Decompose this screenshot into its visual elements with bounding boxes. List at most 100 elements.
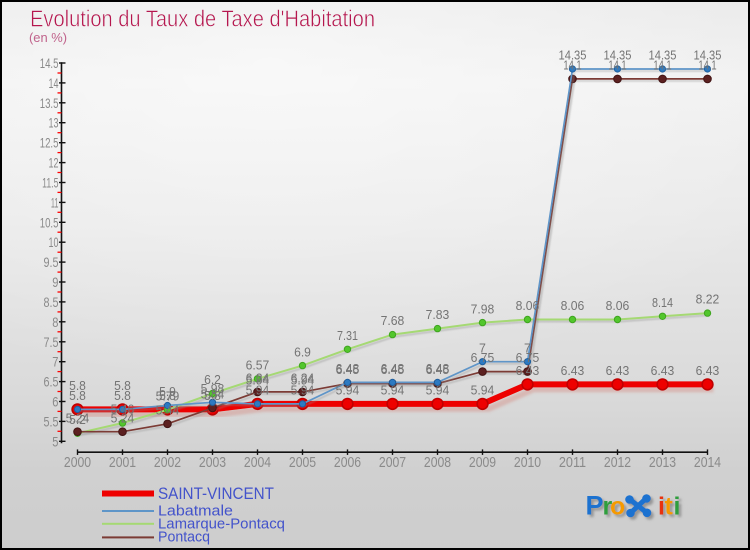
svg-text:14.35: 14.35 [694,48,722,63]
svg-text:5.2: 5.2 [69,412,86,427]
svg-text:5: 5 [52,433,58,449]
svg-text:(en %): (en %) [29,31,67,45]
svg-text:Lamarque-Pontacq: Lamarque-Pontacq [158,516,285,533]
svg-text:9.5: 9.5 [44,254,59,270]
svg-text:6.48: 6.48 [426,361,450,376]
svg-text:14.5: 14.5 [40,55,59,71]
svg-text:2012: 2012 [604,455,631,471]
svg-text:2006: 2006 [334,455,361,471]
svg-text:5.79: 5.79 [156,389,180,404]
svg-text:7.83: 7.83 [426,307,450,322]
svg-text:5.8: 5.8 [69,388,86,403]
svg-text:2009: 2009 [469,455,496,471]
svg-text:5.98: 5.98 [201,381,225,396]
svg-text:6.2: 6.2 [204,372,221,387]
svg-text:14.1: 14.1 [563,58,581,73]
svg-text:2011: 2011 [559,455,586,471]
svg-text:8.22: 8.22 [696,292,720,307]
svg-text:t: t [665,492,674,520]
svg-text:i: i [658,492,665,520]
svg-text:P: P [586,490,604,520]
svg-text:6.43: 6.43 [561,363,585,378]
svg-text:5.9: 5.9 [159,384,176,399]
svg-text:2014: 2014 [694,455,721,471]
svg-text:2000: 2000 [64,455,91,471]
svg-text:6.45: 6.45 [381,362,405,377]
svg-text:r: r [603,492,613,520]
svg-text:2005: 2005 [289,455,316,471]
svg-text:5.5: 5.5 [44,413,59,429]
svg-text:5.94: 5.94 [381,383,405,398]
svg-text:5.94: 5.94 [246,383,270,398]
svg-text:6.45: 6.45 [336,362,360,377]
svg-text:14.35: 14.35 [604,48,632,63]
svg-text:12.5: 12.5 [40,135,59,151]
svg-text:5.24: 5.24 [111,410,135,425]
svg-text:14.35: 14.35 [559,48,587,63]
svg-text:14.1: 14.1 [653,58,671,73]
svg-text:6.43: 6.43 [696,363,720,378]
svg-text:8.06: 8.06 [606,298,630,313]
svg-text:5.94: 5.94 [291,383,315,398]
svg-text:6.24: 6.24 [246,371,270,386]
svg-text:6: 6 [52,394,58,410]
svg-text:14.1: 14.1 [698,58,716,73]
svg-text:5.8: 5.8 [114,378,131,393]
svg-text:6.75: 6.75 [516,350,540,365]
svg-text:5.94: 5.94 [246,373,270,388]
svg-text:9: 9 [52,274,58,290]
svg-text:8: 8 [52,314,58,330]
svg-text:o: o [610,492,625,520]
svg-text:8.14: 8.14 [652,295,673,310]
svg-text:6.48: 6.48 [381,361,405,376]
svg-text:11.5: 11.5 [42,175,59,191]
svg-text:5.8: 5.8 [159,388,176,403]
svg-text:6.45: 6.45 [426,362,450,377]
svg-text:8.5: 8.5 [44,294,59,310]
svg-text:12: 12 [49,155,59,171]
svg-text:5.44: 5.44 [156,402,180,417]
svg-text:8.06: 8.06 [561,298,585,313]
svg-text:13.5: 13.5 [40,95,59,111]
svg-text:i: i [674,492,681,520]
svg-text:2001: 2001 [109,455,136,471]
svg-text:5.8: 5.8 [204,388,221,403]
svg-text:7: 7 [52,354,58,370]
svg-text:5.84: 5.84 [201,387,225,402]
svg-text:SAINT-VINCENT: SAINT-VINCENT [158,484,274,503]
svg-text:2002: 2002 [154,455,181,471]
svg-text:10.5: 10.5 [40,214,59,230]
svg-text:8.06: 8.06 [516,298,540,313]
svg-text:6.5: 6.5 [44,374,59,390]
svg-text:10: 10 [49,234,59,250]
svg-text:2008: 2008 [424,455,451,471]
svg-text:2007: 2007 [379,455,406,471]
svg-text:5.24: 5.24 [66,410,90,425]
svg-text:5.46: 5.46 [111,402,135,417]
svg-text:2003: 2003 [199,455,226,471]
svg-text:6.24: 6.24 [291,371,315,386]
svg-text:6.43: 6.43 [651,363,675,378]
svg-text:6.43: 6.43 [516,363,540,378]
svg-text:6.9: 6.9 [294,344,311,359]
svg-text:7: 7 [524,340,531,355]
svg-text:7.31: 7.31 [337,328,358,343]
svg-text:7: 7 [479,340,486,355]
svg-text:14.35: 14.35 [649,48,677,63]
svg-text:7.5: 7.5 [44,334,59,350]
svg-text:13: 13 [49,115,59,131]
svg-text:6.48: 6.48 [336,361,360,376]
svg-text:14.1: 14.1 [608,58,626,73]
svg-text:Evolution du Taux de Taxe d'Ha: Evolution du Taux de Taxe d'Habitation [30,6,375,32]
svg-text:Labatmale: Labatmale [158,503,233,520]
svg-text:5.8: 5.8 [69,378,86,393]
svg-text:5.94: 5.94 [336,383,360,398]
svg-text:6.43: 6.43 [606,363,630,378]
svg-text:7.68: 7.68 [381,313,405,328]
svg-text:5.94: 5.94 [291,373,315,388]
svg-text:7.98: 7.98 [471,301,495,316]
svg-text:2004: 2004 [244,455,271,471]
svg-text:6.75: 6.75 [471,350,495,365]
svg-text:11: 11 [51,194,59,210]
svg-text:2010: 2010 [514,455,541,471]
